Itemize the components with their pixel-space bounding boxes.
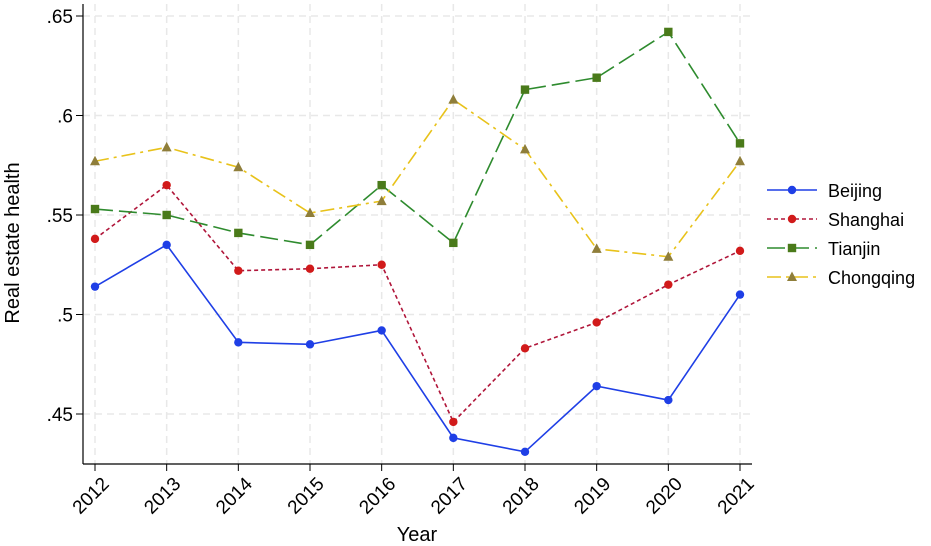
y-tick-label: .45	[47, 405, 73, 426]
legend-label: Chongqing	[828, 268, 915, 288]
series-line-beijing	[94, 243, 741, 453]
series-tianjin	[90, 27, 745, 250]
data-point-chongqing	[233, 161, 244, 172]
data-point-chongqing	[90, 155, 100, 166]
series-line-tianjin	[94, 30, 741, 246]
series-shanghai	[90, 180, 745, 427]
legend-marker	[787, 243, 797, 253]
data-point-beijing	[305, 340, 315, 349]
data-point-tianjin	[449, 238, 458, 248]
legend-marker	[787, 214, 797, 224]
data-point-chongqing	[735, 155, 745, 166]
data-point-beijing	[592, 381, 601, 391]
data-point-beijing	[735, 290, 745, 299]
y-tick-label: .55	[47, 206, 73, 227]
data-point-shanghai	[377, 260, 386, 269]
data-point-tianjin	[735, 139, 745, 148]
legend-item-chongqing: Chongqing	[767, 268, 915, 288]
series-line-chongqing	[94, 98, 741, 258]
data-point-shanghai	[664, 280, 673, 289]
data-point-shanghai	[520, 344, 530, 353]
series-chongqing	[90, 94, 745, 261]
data-point-tianjin	[90, 204, 100, 214]
data-point-shanghai	[162, 180, 171, 190]
data-point-tianjin	[592, 73, 601, 82]
series-beijing	[90, 240, 745, 457]
legend-item-shanghai: Shanghai	[767, 210, 904, 230]
data-point-beijing	[449, 433, 458, 443]
data-point-tianjin	[377, 180, 386, 190]
data-point-chongqing	[376, 195, 387, 206]
data-point-chongqing	[520, 143, 530, 154]
data-point-shanghai	[234, 266, 243, 275]
data-point-tianjin	[664, 27, 673, 37]
legend-label: Tianjin	[828, 239, 880, 259]
legend-marker	[787, 185, 797, 195]
legend-item-tianjin: Tianjin	[767, 239, 880, 259]
y-tick-label: .6	[57, 107, 73, 128]
y-ticks: .45 .5 .55 .6 .65	[47, 7, 83, 426]
data-point-chongqing	[591, 243, 602, 253]
data-point-tianjin	[234, 228, 243, 238]
data-point-chongqing	[663, 251, 674, 261]
data-point-shanghai	[305, 264, 315, 273]
legend-label: Shanghai	[828, 210, 904, 230]
legend-label: Beijing	[828, 181, 882, 201]
series-line-shanghai	[94, 184, 741, 424]
y-tick-label: .5	[57, 306, 73, 327]
data-point-beijing	[234, 338, 243, 347]
y-tick-label: .65	[47, 7, 73, 28]
axes	[82, 4, 752, 465]
legend-marker	[787, 271, 797, 281]
data-point-shanghai	[735, 246, 745, 256]
legend: Beijing Shanghai Tianjin Chongqing	[767, 181, 915, 288]
data-point-tianjin	[162, 210, 171, 220]
data-point-tianjin	[305, 240, 315, 250]
data-point-shanghai	[90, 234, 100, 244]
data-point-beijing	[90, 282, 100, 291]
data-point-beijing	[520, 447, 530, 457]
data-point-shanghai	[449, 417, 458, 427]
legend-item-beijing: Beijing	[767, 181, 882, 201]
data-point-shanghai	[592, 318, 601, 327]
data-point-beijing	[162, 240, 171, 250]
data-point-chongqing	[448, 94, 459, 104]
data-point-chongqing	[305, 207, 315, 218]
data-point-beijing	[664, 395, 673, 405]
data-point-beijing	[377, 326, 386, 335]
data-point-chongqing	[161, 141, 172, 152]
y-axis-title: Real estate health	[2, 162, 24, 323]
series-group	[90, 27, 745, 457]
x-axis-title: Year	[397, 524, 438, 546]
data-point-tianjin	[520, 85, 530, 94]
